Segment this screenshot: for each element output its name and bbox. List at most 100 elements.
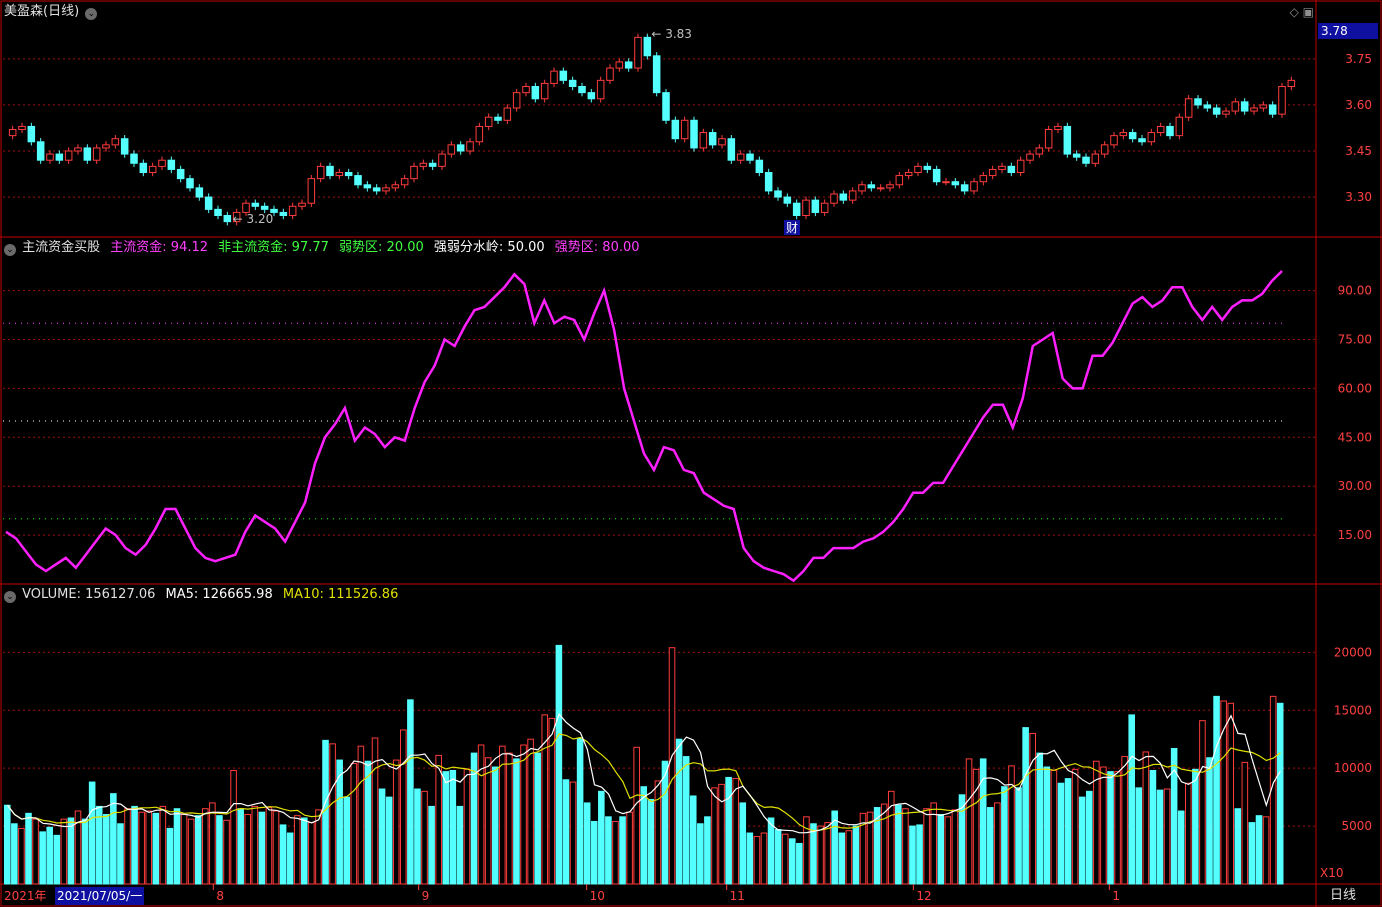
volume-bar xyxy=(711,787,718,885)
candle xyxy=(242,202,250,213)
candle xyxy=(1259,104,1268,109)
candle xyxy=(18,125,26,131)
volume-bar xyxy=(1234,808,1242,885)
candle xyxy=(195,187,204,198)
volume-bar xyxy=(32,818,39,885)
chevron-down-icon[interactable]: ⌄ xyxy=(4,591,16,603)
indicator-name[interactable]: 主流资金买股 xyxy=(22,240,101,255)
volume-bar xyxy=(647,798,655,885)
volume-bar xyxy=(124,808,131,885)
candle xyxy=(204,196,213,210)
candle xyxy=(503,107,512,121)
volume-bar xyxy=(1192,768,1199,885)
volume-bar xyxy=(506,752,513,885)
chevron-down-icon[interactable]: ⌄ xyxy=(85,8,98,20)
volume-bar xyxy=(152,812,160,885)
nonmain-fund-value: 非主流资金: 97.77 xyxy=(218,240,329,255)
candle xyxy=(839,193,848,201)
volume-bar xyxy=(364,760,372,885)
candle xyxy=(1138,138,1146,143)
volume-bar xyxy=(1184,782,1192,885)
volume-bar xyxy=(937,814,945,885)
volume-bar xyxy=(930,802,937,885)
weak-zone-value: 弱势区: 20.00 xyxy=(339,240,424,255)
candle xyxy=(699,132,708,149)
candle xyxy=(419,162,428,167)
candle xyxy=(1119,132,1128,137)
volume-bar xyxy=(831,810,838,885)
candle xyxy=(148,165,157,174)
divide-value: 强弱分水岭: 50.00 xyxy=(433,240,545,255)
candle xyxy=(680,119,689,140)
volume-bar xyxy=(1029,732,1036,885)
stock-title[interactable]: 美盈森(日线) xyxy=(4,4,80,19)
volume-bar xyxy=(951,809,959,885)
candle xyxy=(792,202,801,216)
volume-tick-label: 5000 xyxy=(1341,819,1372,833)
volume-value[interactable]: VOLUME: 156127.06 xyxy=(22,587,156,602)
volume-bar xyxy=(11,823,18,885)
diamond-icon[interactable]: ◇ xyxy=(1289,5,1299,19)
candle xyxy=(540,82,549,100)
volume-bar xyxy=(258,811,266,885)
candle xyxy=(1278,86,1286,115)
volume-bar xyxy=(1121,756,1128,885)
candle xyxy=(1147,132,1156,143)
volume-bar xyxy=(548,717,556,885)
candle xyxy=(1203,104,1212,109)
volume-bar xyxy=(661,760,669,885)
volume-bar xyxy=(803,816,810,885)
volume-bar xyxy=(1276,702,1284,885)
candle xyxy=(1268,104,1277,115)
volume-bar xyxy=(817,825,824,885)
volume-bar xyxy=(442,771,450,885)
period-label[interactable]: 日线 xyxy=(1330,888,1357,903)
volume-bar xyxy=(470,752,478,885)
current-price-box: 3.78 xyxy=(1318,23,1378,39)
volume-bar xyxy=(25,812,32,885)
volume-bar xyxy=(1043,766,1051,885)
candle xyxy=(578,86,586,94)
volume-bar xyxy=(1149,769,1157,885)
volume-bar xyxy=(612,820,619,885)
candle xyxy=(298,202,306,207)
volume-bar xyxy=(385,796,393,885)
candle xyxy=(1128,132,1137,140)
volume-bar xyxy=(1213,695,1220,885)
candle xyxy=(92,147,101,161)
candle xyxy=(55,153,64,161)
candle xyxy=(111,138,120,146)
candle xyxy=(1072,153,1081,158)
candle xyxy=(811,199,820,213)
volume-bar xyxy=(845,830,853,885)
price-tick-label: 3.30 xyxy=(1345,190,1372,204)
volume-bar xyxy=(583,802,591,885)
volume-bar xyxy=(859,812,867,885)
volume-bar xyxy=(173,808,181,885)
month-label: 8 xyxy=(216,889,224,903)
volume-bar xyxy=(216,815,223,885)
volume-bar xyxy=(704,816,711,885)
window-toggle-icon[interactable]: ▣ xyxy=(1302,5,1314,19)
event-badge xyxy=(784,220,800,235)
volume-bar xyxy=(753,836,761,885)
volume-bar xyxy=(202,808,209,885)
volume-bar xyxy=(895,804,902,885)
chevron-down-icon[interactable]: ⌄ xyxy=(4,244,16,256)
volume-bar xyxy=(272,810,280,885)
volume-bar xyxy=(1269,695,1277,885)
candle xyxy=(1287,79,1296,87)
volume-bar xyxy=(230,769,237,885)
candle xyxy=(335,172,344,177)
volume-bar xyxy=(810,823,817,885)
volume-bar xyxy=(286,832,294,885)
ma5-value: MA5: 126665.98 xyxy=(165,587,273,602)
candle xyxy=(74,147,82,152)
volume-bar xyxy=(88,781,96,885)
volume-bar xyxy=(343,796,351,885)
candle xyxy=(1166,125,1174,137)
volume-bar xyxy=(852,825,860,885)
volume-tick-label: 15000 xyxy=(1334,703,1372,717)
